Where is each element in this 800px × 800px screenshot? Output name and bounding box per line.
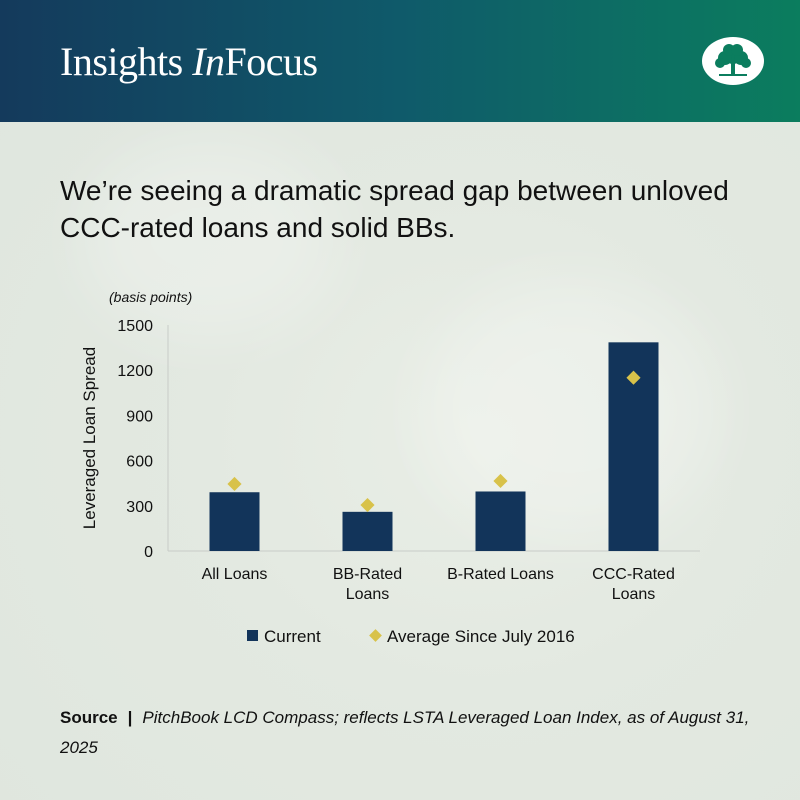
brand-suffix: Focus bbox=[224, 39, 319, 84]
x-tick-label: Loans bbox=[346, 586, 390, 603]
legend-label-current: Current bbox=[264, 627, 321, 646]
legend-label-average: Average Since July 2016 bbox=[387, 627, 575, 646]
brand-italic: In bbox=[192, 39, 225, 84]
marker-average bbox=[227, 476, 242, 492]
x-tick-label: B-Rated Loans bbox=[447, 566, 554, 583]
legend-swatch-average bbox=[369, 629, 382, 642]
x-tick-label: All Loans bbox=[202, 566, 268, 583]
bar-current bbox=[209, 492, 260, 551]
brand-title: Insights InFocus bbox=[60, 38, 318, 85]
y-tick-label: 1200 bbox=[117, 363, 153, 380]
header-banner: Insights InFocus bbox=[0, 0, 800, 122]
y-tick-label: 900 bbox=[126, 408, 153, 425]
y-tick-label: 600 bbox=[126, 454, 153, 471]
legend-swatch-current bbox=[247, 630, 258, 641]
headline: We’re seeing a dramatic spread gap betwe… bbox=[60, 175, 729, 243]
x-tick-label: BB-Rated bbox=[333, 566, 402, 583]
brand-prefix: Insights bbox=[60, 39, 193, 84]
marker-average bbox=[493, 473, 508, 489]
source-label: Source bbox=[60, 708, 118, 727]
x-tick-label: CCC-Rated bbox=[592, 566, 675, 583]
source-note: Source | PitchBook LCD Compass; reflects L… bbox=[60, 703, 760, 763]
source-text: PitchBook LCD Compass; reflects LSTA Lev… bbox=[60, 708, 750, 757]
unit-note: (basis points) bbox=[109, 289, 192, 305]
bar-current bbox=[475, 491, 526, 551]
y-tick-label: 300 bbox=[126, 499, 153, 516]
y-tick-label: 0 bbox=[144, 544, 153, 561]
y-axis-label: Leveraged Loan Spread bbox=[80, 347, 99, 529]
marker-average bbox=[626, 370, 641, 385]
marker-average bbox=[360, 497, 375, 513]
tree-logo-icon bbox=[702, 37, 764, 85]
background-blur-2 bbox=[80, 140, 340, 340]
background-blur-1 bbox=[420, 280, 720, 540]
y-tick-label: 1500 bbox=[117, 318, 153, 335]
source-separator: | bbox=[127, 708, 133, 727]
x-tick-label: Loans bbox=[612, 586, 656, 603]
bar-current bbox=[342, 511, 393, 551]
